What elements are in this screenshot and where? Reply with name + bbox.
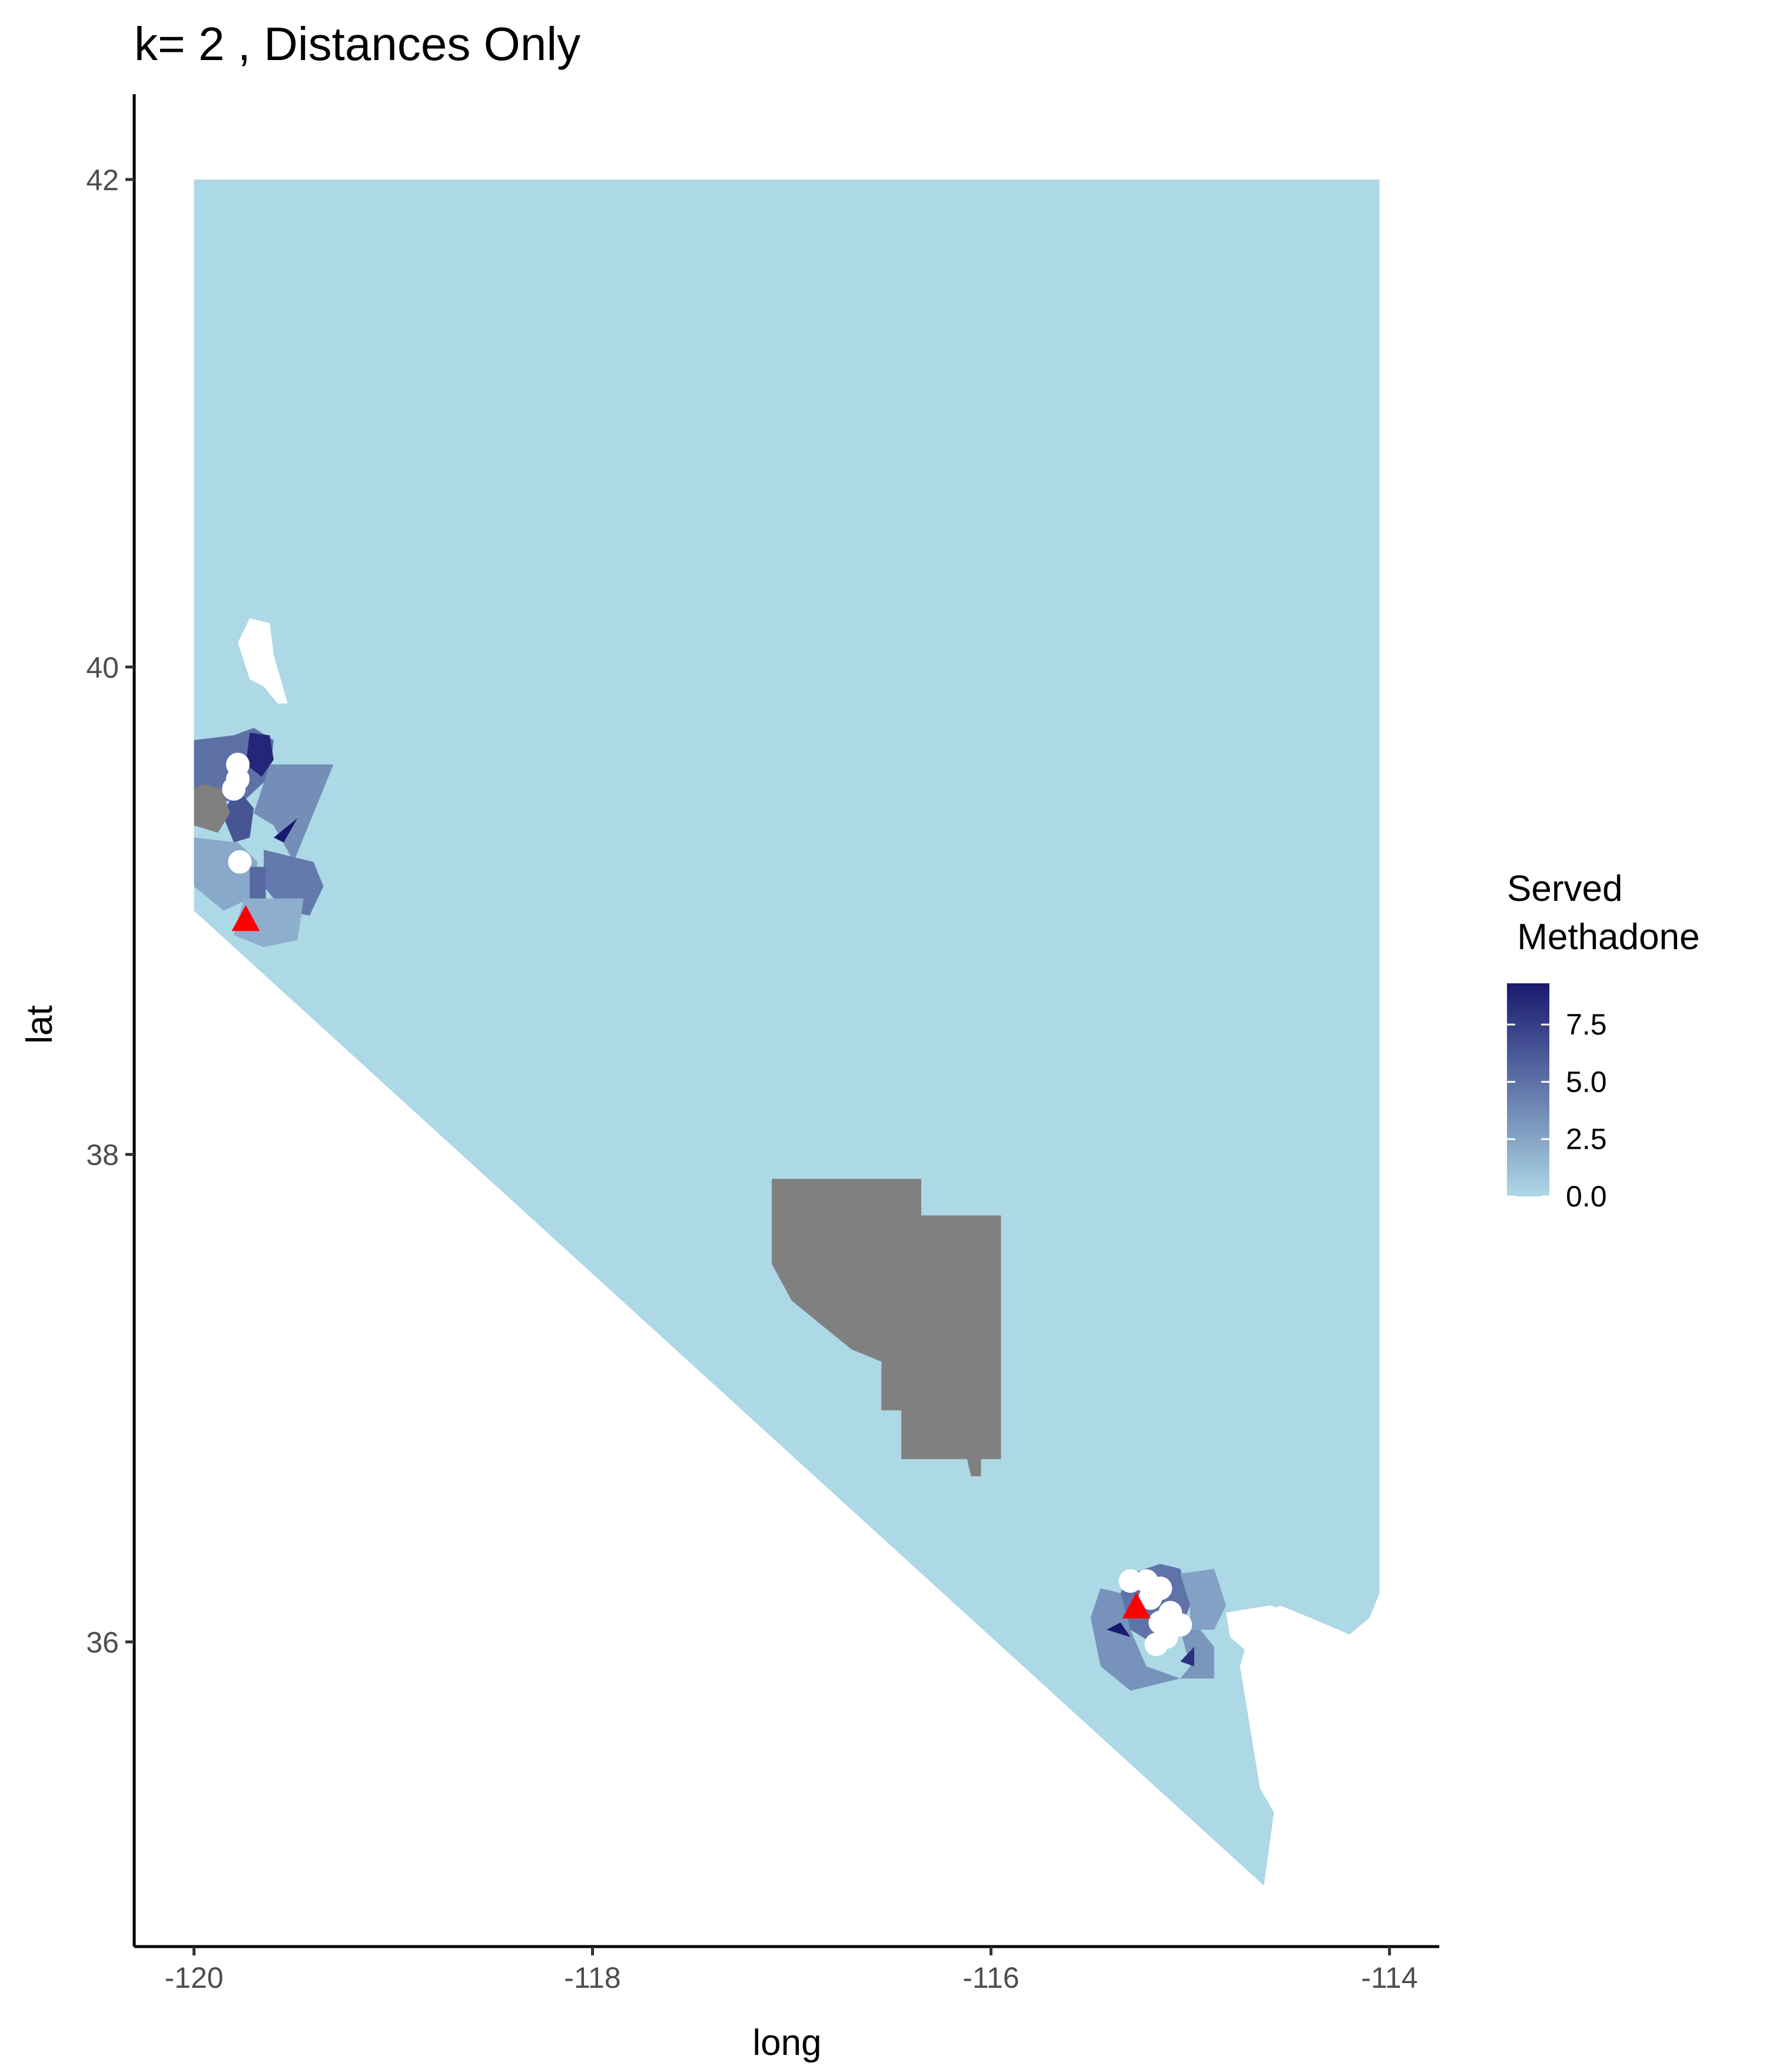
legend-label-1: 2.5 [1566, 1123, 1607, 1156]
tract-2 [254, 764, 334, 862]
na-region-1 [194, 784, 230, 833]
x-tick-label-3: -114 [1361, 1961, 1418, 1994]
legend-ticks: 0.0 2.5 5.0 7.5 [1507, 1008, 1607, 1213]
y-axis-ticks: 36 38 40 42 [86, 164, 134, 1659]
lake-0 [238, 618, 288, 704]
legend-label-2: 5.0 [1566, 1065, 1607, 1098]
y-tick-label-2: 40 [86, 651, 119, 684]
cluster-point-7 [1138, 1586, 1163, 1610]
state-polygon [194, 179, 1380, 1886]
x-tick-label-2: -116 [962, 1961, 1019, 1994]
legend-label-3: 7.5 [1566, 1008, 1607, 1041]
x-tick-label-0: -120 [165, 1961, 224, 1994]
legend: Served Methadone 0.0 2.5 5.0 7.5 [1507, 868, 1699, 1213]
cluster-point-3 [228, 850, 252, 874]
center-marker-0 [231, 905, 260, 931]
tract-10 [1090, 1588, 1180, 1691]
tract-3 [221, 788, 254, 843]
y-tick-label-0: 36 [86, 1626, 119, 1659]
x-tick-label-1: -118 [564, 1961, 620, 1994]
tract-14 [1180, 1646, 1194, 1666]
legend-title-line-1: Served [1507, 868, 1622, 909]
map-layer [194, 179, 1380, 1886]
tract-1 [245, 732, 274, 777]
center-marker-1 [1122, 1592, 1151, 1619]
legend-label-0: 0.0 [1566, 1180, 1607, 1213]
tract-7 [273, 818, 298, 843]
legend-title-line-2: Methadone [1507, 917, 1699, 957]
x-axis-title: long [752, 2023, 821, 2063]
plot-title: k= 2 , Distances Only [134, 18, 580, 70]
x-axis-ticks: -120 -118 -116 -114 [165, 1947, 1418, 1994]
tract-11 [1180, 1629, 1214, 1679]
tract-8 [250, 867, 266, 899]
cluster-point-12 [1144, 1632, 1169, 1656]
y-tick-label-1: 38 [86, 1139, 119, 1172]
cluster-point-2 [222, 777, 246, 801]
na-region-0 [772, 1179, 1001, 1477]
lake-1 [1226, 1593, 1380, 1662]
legend-colorbar [1507, 983, 1549, 1196]
tract-12 [1180, 1569, 1226, 1630]
tract-13 [1106, 1622, 1131, 1637]
tract-6 [234, 899, 304, 947]
y-tick-label-3: 42 [86, 164, 119, 197]
y-axis-title: lat [19, 1005, 60, 1043]
